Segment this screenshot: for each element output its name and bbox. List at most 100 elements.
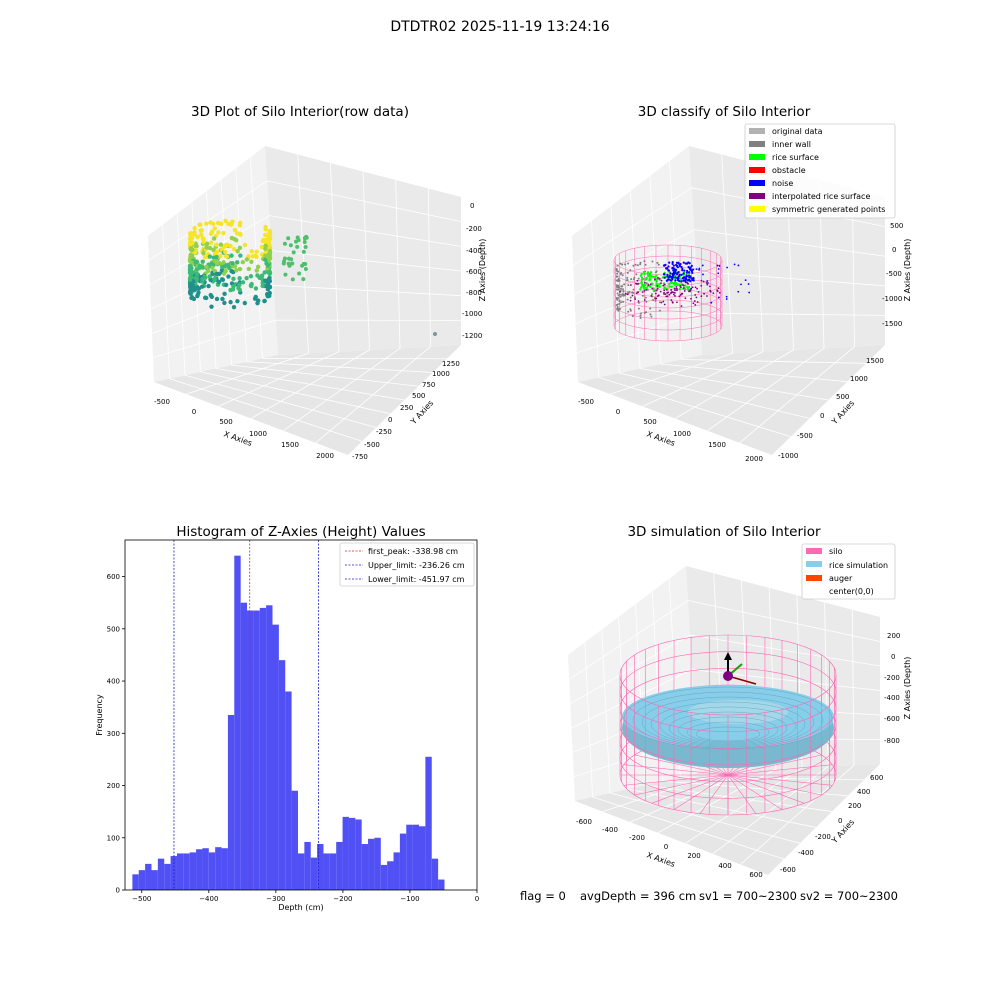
- classify-interpolated-point: [619, 290, 621, 293]
- grid-line: [273, 284, 462, 297]
- classify-inner-wall-point: [622, 300, 625, 303]
- raw-point: [211, 236, 217, 241]
- classify-noise-point: [716, 264, 719, 267]
- classify-y-tick: -500: [797, 432, 813, 440]
- classify-inner-wall-point: [618, 279, 621, 282]
- classify-rice-point: [649, 278, 652, 281]
- classify-inner-wall-point: [621, 263, 624, 266]
- grid-line: [571, 669, 693, 729]
- classify-noise-point: [684, 276, 687, 279]
- classify-inner-wall-point: [622, 290, 625, 293]
- raw-y-tick: 250: [400, 404, 413, 412]
- raw-point: [200, 259, 205, 264]
- histogram-y-tick-label: 0: [116, 887, 120, 895]
- raw-point: [433, 332, 437, 336]
- raw-point: [194, 267, 200, 272]
- classify-noise-point: [677, 275, 681, 278]
- classify-interpolated-point: [670, 289, 673, 291]
- classify-inner-wall-point: [621, 285, 624, 288]
- classify-x-tick: 500: [643, 418, 656, 426]
- sim-silo-floor-spoke: [727, 774, 822, 796]
- raw-point: [254, 268, 259, 273]
- classify-interpolated-point: [681, 292, 683, 295]
- histogram-chart: Histogram of Z-Axies (Height) Values −50…: [95, 524, 479, 912]
- raw-point: [286, 236, 291, 241]
- classify-points: [615, 260, 751, 319]
- classify-inner-wall-point: [657, 263, 660, 266]
- raw-point: [267, 231, 273, 237]
- histogram-bar: [183, 853, 190, 890]
- classify-interpolated-point: [671, 291, 673, 293]
- raw-point: [262, 298, 267, 304]
- raw-point: [240, 280, 246, 285]
- classify-interpolated-point: [664, 293, 667, 295]
- classify-y-tick: 500: [836, 393, 849, 401]
- legend-label-obstacle: obstacle: [772, 166, 806, 175]
- raw-point: [253, 286, 259, 291]
- raw-plot-title: 3D Plot of Silo Interior(row data): [191, 104, 409, 120]
- raw-point: [204, 221, 209, 226]
- classify-noise-point: [663, 273, 666, 276]
- raw-point: [288, 243, 293, 248]
- classify-noise-point: [691, 278, 694, 281]
- classify-noise-point: [678, 279, 681, 283]
- histogram-bar: [348, 817, 356, 890]
- histogram-y-tick-label: 200: [107, 782, 120, 790]
- classify-y-tick: 0: [820, 412, 824, 420]
- sim-y-tick: 0: [838, 817, 842, 825]
- histogram-bar: [278, 660, 286, 890]
- legend-label-rice-sim: rice simulation: [829, 561, 888, 570]
- histogram-x-tick-label: −200: [333, 895, 352, 903]
- classify-inner-wall-point: [637, 277, 640, 280]
- classify-noise-point: [675, 261, 678, 264]
- classify-inner-wall-point: [616, 297, 619, 300]
- raw-x-tick: 0: [192, 408, 196, 416]
- classify-noise-point: [687, 265, 690, 269]
- sim-legend-box: [801, 543, 896, 600]
- sim-x-ticks: -600 -400 -200 0 200 400 600: [576, 818, 763, 879]
- legend-label-upper-limit: Upper_limit: -236.26 cm: [368, 561, 465, 570]
- sv2-text: sv2 = 700~2300: [800, 889, 898, 903]
- sim-z-tick: 200: [887, 632, 900, 640]
- raw-point: [219, 267, 225, 273]
- raw-point: [255, 264, 261, 270]
- grid-line: [627, 788, 817, 828]
- grid-line: [707, 348, 825, 431]
- sim-axis-z-arrow: [724, 652, 732, 660]
- histogram-bar: [368, 838, 375, 890]
- classify-inner-wall-point: [652, 299, 655, 302]
- histogram-bar: [431, 858, 439, 890]
- classify-noise-point: [674, 276, 677, 279]
- classify-noise-point: [668, 261, 671, 264]
- histogram-reference-lines: [173, 540, 319, 890]
- histogram-bar: [202, 848, 209, 890]
- histogram-bar: [247, 610, 254, 890]
- grid-line: [610, 792, 801, 844]
- histogram-bar: [438, 879, 445, 890]
- classify-rice-point: [686, 288, 690, 291]
- raw-point: [266, 269, 271, 275]
- classify-inner-wall-point: [628, 290, 631, 293]
- raw-point: [188, 231, 193, 236]
- classify-inner-wall-point: [649, 307, 652, 310]
- histogram-x-tick-label: −300: [266, 895, 285, 903]
- classify-inner-wall-point: [616, 272, 619, 275]
- histogram-y-tick-label: 400: [107, 678, 120, 686]
- classify-interpolated-point: [668, 293, 671, 296]
- raw-point: [188, 254, 193, 260]
- classify-inner-wall-point: [650, 315, 653, 318]
- classify-interpolated-point: [684, 297, 687, 300]
- raw-point: [255, 300, 260, 306]
- classify-inner-wall-point: [636, 264, 639, 267]
- raw-point: [199, 232, 204, 237]
- classify-interpolated-point: [656, 287, 659, 290]
- grid-line: [570, 634, 691, 705]
- grid-line: [721, 154, 733, 354]
- classify-inner-wall-point: [629, 269, 632, 272]
- classify-inner-wall-point: [616, 292, 619, 295]
- grid-line: [592, 796, 785, 860]
- raw-point: [209, 229, 215, 235]
- classify-interpolated-point: [716, 290, 719, 292]
- sim-silo-floor-spoke: [634, 754, 729, 776]
- classify-noise-point: [672, 264, 675, 267]
